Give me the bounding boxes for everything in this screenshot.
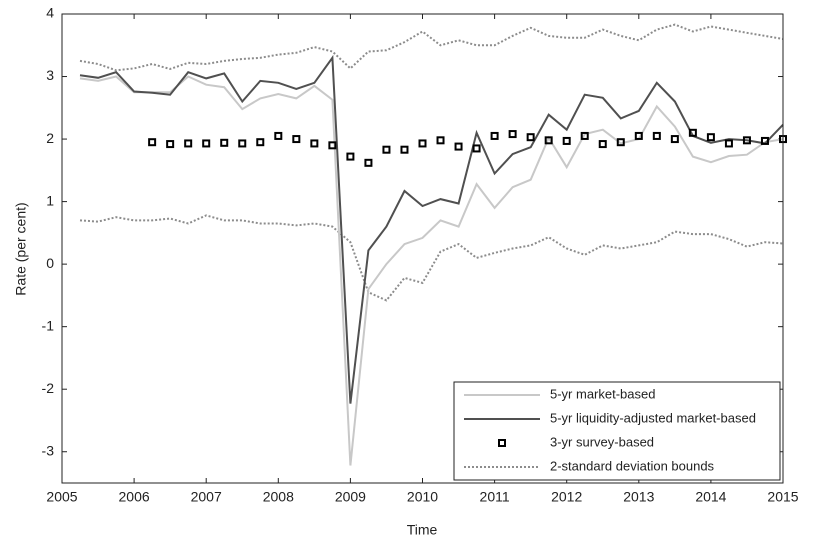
survey-point (616, 138, 625, 147)
x-tick-label: 2009 (335, 489, 366, 505)
survey-point (148, 138, 157, 147)
survey-point (292, 135, 301, 144)
survey-point (238, 139, 247, 148)
survey-point (418, 139, 427, 148)
y-tick-label: 0 (46, 255, 54, 271)
y-tick-label: 4 (46, 5, 54, 21)
survey-point (760, 136, 769, 145)
survey-point (652, 131, 661, 140)
survey-point (562, 136, 571, 145)
survey-point (274, 131, 283, 140)
survey-point (490, 131, 499, 140)
survey-point (634, 131, 643, 140)
y-tick-label: -1 (42, 317, 55, 333)
survey-point (598, 140, 607, 149)
y-axis-label: Rate (per cent) (13, 202, 29, 295)
survey-point (508, 130, 517, 139)
y-tick-label: -2 (42, 380, 55, 396)
survey-point (382, 145, 391, 154)
survey-point (400, 145, 409, 154)
survey-point (670, 135, 679, 144)
survey-point (742, 136, 751, 145)
survey-point (166, 140, 175, 149)
survey-point (688, 128, 697, 137)
x-tick-label: 2012 (551, 489, 582, 505)
survey-point (328, 141, 337, 150)
legend-box (453, 381, 781, 481)
x-tick-label: 2005 (46, 489, 77, 505)
survey-point (220, 138, 229, 147)
x-tick-label: 2008 (263, 489, 294, 505)
survey-point (202, 139, 211, 148)
survey-point (526, 133, 535, 142)
survey-point (310, 139, 319, 148)
series-line (79, 23, 784, 72)
x-tick-label: 2014 (695, 489, 726, 505)
survey-point (364, 158, 373, 167)
y-tick-label: 2 (46, 130, 54, 146)
x-tick-label: 2007 (191, 489, 222, 505)
series-line (79, 214, 784, 302)
legend-label: 3-yr survey-based (550, 434, 654, 449)
plot-frame (61, 13, 784, 484)
survey-point (724, 139, 733, 148)
x-tick-label: 2011 (480, 489, 510, 505)
legend-label: 5-yr liquidity-adjusted market-based (550, 410, 756, 425)
legend-label: 2-standard deviation bounds (550, 458, 715, 473)
y-tick-label: 1 (46, 192, 54, 208)
legend-swatch (498, 439, 506, 447)
x-tick-label: 2015 (767, 489, 798, 505)
x-tick-label: 2006 (119, 489, 150, 505)
survey-point (544, 136, 553, 145)
y-tick-label: -3 (42, 442, 55, 458)
survey-point (436, 136, 445, 145)
x-axis-label: Time (407, 522, 438, 538)
x-tick-label: 2013 (623, 489, 654, 505)
survey-point (256, 138, 265, 147)
series-line (79, 75, 784, 466)
survey-point (706, 133, 715, 142)
survey-point (184, 139, 193, 148)
y-tick-label: 3 (46, 67, 54, 83)
legend: 5-yr market-based 5-yr liquidity-adjusted… (453, 381, 781, 481)
legend-label: 5-yr market-based (550, 386, 655, 401)
survey-point (472, 144, 481, 153)
x-tick-label: 2010 (407, 489, 438, 505)
series-line (79, 54, 784, 404)
survey-point (580, 131, 589, 140)
survey-point (454, 142, 463, 151)
survey-point (346, 152, 355, 161)
